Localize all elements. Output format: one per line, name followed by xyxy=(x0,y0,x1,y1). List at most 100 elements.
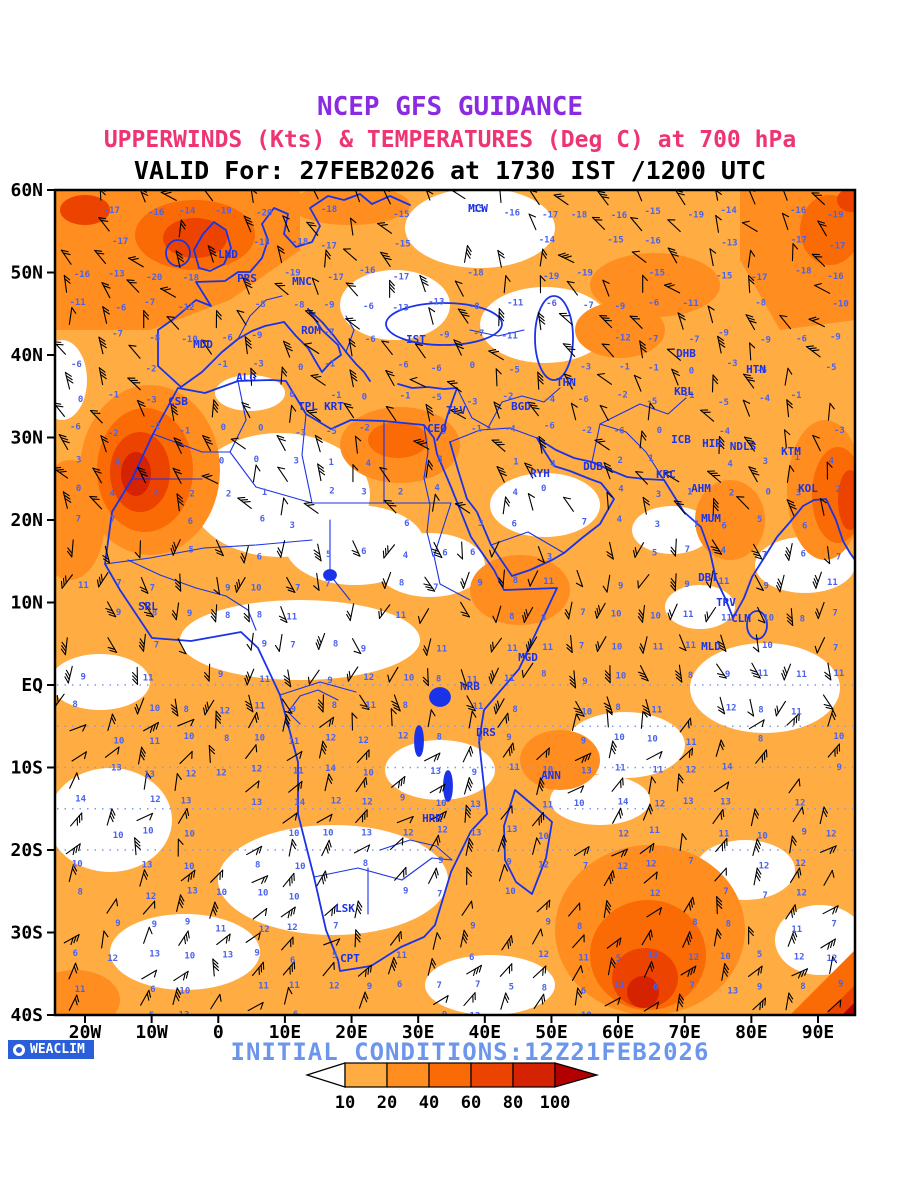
wind-barb xyxy=(102,306,110,324)
station-label: HTN xyxy=(746,363,766,376)
temp-value: 8 xyxy=(255,861,260,871)
temp-value: -8 xyxy=(469,302,480,312)
temp-value: 7 xyxy=(76,514,81,524)
wind-barb xyxy=(502,496,511,515)
temp-value: -16 xyxy=(790,206,806,216)
temp-value: 12 xyxy=(398,732,409,742)
temp-value: 8 xyxy=(726,920,731,930)
temp-value: 0 xyxy=(541,484,546,494)
wind-barb xyxy=(676,993,685,1012)
caspian-sea xyxy=(534,295,574,381)
temp-value: 9 xyxy=(684,580,689,590)
wind-barb xyxy=(68,864,78,882)
wind-barb xyxy=(380,251,392,267)
wind-barb xyxy=(749,342,756,361)
wind-barb xyxy=(643,1001,660,1012)
wind-barb xyxy=(303,342,320,355)
wind-barb xyxy=(208,744,216,764)
congo-river xyxy=(287,689,339,725)
wind-barb xyxy=(432,493,440,512)
wind-barb xyxy=(789,867,802,883)
temp-value: 13 xyxy=(361,828,372,838)
wind-barb xyxy=(214,539,224,557)
temp-value: 9 xyxy=(757,982,762,992)
wind-barb xyxy=(785,904,797,920)
wind-barb xyxy=(707,305,715,324)
wind-barb xyxy=(642,698,651,717)
wind-barb xyxy=(176,493,184,512)
legend-arrow-left xyxy=(305,1062,346,1088)
temp-value: -15 xyxy=(649,268,665,278)
wind-barb xyxy=(352,464,359,483)
temp-value: -6 xyxy=(363,302,374,312)
temp-value: -16 xyxy=(74,270,90,280)
temp-value: 4 xyxy=(550,459,556,469)
wind-barb xyxy=(178,219,186,238)
wind-barb xyxy=(454,280,464,297)
temp-value: -5 xyxy=(646,397,657,407)
temp-value: -5 xyxy=(509,366,520,376)
temp-value: -11 xyxy=(683,299,699,309)
temp-value: -7 xyxy=(648,334,659,344)
temp-value: 0 xyxy=(254,455,259,465)
temp-value: -11 xyxy=(502,332,518,342)
wind-barb xyxy=(419,274,429,293)
temp-value: 10 xyxy=(611,609,622,619)
wind-barb xyxy=(647,402,655,421)
wind-barb xyxy=(492,605,502,624)
wind-barb xyxy=(663,282,681,294)
wind-barb xyxy=(792,806,805,823)
temp-value: 9 xyxy=(506,733,511,743)
station-label: AHM xyxy=(691,482,711,495)
wind-barb xyxy=(134,540,142,559)
temp-value: 10 xyxy=(216,888,227,898)
temp-value: 6 xyxy=(361,547,366,557)
temp-value: -19 xyxy=(284,269,300,279)
temp-value: -17 xyxy=(321,241,337,251)
temp-value: 0 xyxy=(766,488,771,498)
wind-barb xyxy=(827,999,842,1013)
wind-barb xyxy=(170,403,179,421)
wind-barb xyxy=(276,434,286,451)
temp-value: 7 xyxy=(116,579,121,589)
lat-tick-label: 10S xyxy=(10,758,43,779)
wind-barb xyxy=(453,339,464,356)
temp-value: 4 xyxy=(115,458,121,468)
temp-value: 6 xyxy=(290,956,295,966)
temp-value: -1 xyxy=(331,391,342,401)
wind-barb xyxy=(180,869,196,882)
temp-value: 8 xyxy=(257,611,262,621)
axis-labels: 60N 50N 40N 30N 20N 10N EQ 10S 20S 30S 40S 20W 10W 0 1… xyxy=(10,180,834,1043)
temp-value: -1 xyxy=(324,359,335,369)
wind-barb xyxy=(642,274,648,293)
temp-value: 12 xyxy=(686,766,697,776)
wind-barb xyxy=(594,438,610,451)
temp-value: 10 xyxy=(323,829,334,839)
temp-value: 11 xyxy=(504,674,515,684)
italy-coast xyxy=(283,308,342,373)
wind-barb xyxy=(747,965,763,977)
temp-value: 9 xyxy=(400,793,405,803)
wind-barb xyxy=(345,282,359,297)
wind-barb xyxy=(646,907,662,918)
wind-barb xyxy=(597,190,610,206)
temp-value: -18 xyxy=(292,238,308,248)
wind-barb xyxy=(575,569,584,588)
temp-value: 7 xyxy=(832,609,837,619)
temp-value: -17 xyxy=(393,272,409,282)
wind-barb xyxy=(715,739,725,757)
wind-barb xyxy=(171,602,180,621)
wind-barb xyxy=(390,708,397,727)
station-label: MGD xyxy=(518,651,538,664)
wind-barb xyxy=(814,283,831,294)
temp-value: 9 xyxy=(291,705,296,715)
wind-barb xyxy=(283,987,293,1005)
wind-barb xyxy=(89,495,103,510)
wind-barb xyxy=(422,668,429,687)
wind-barb xyxy=(286,751,303,762)
temp-value: 14 xyxy=(722,762,733,772)
wind-barb xyxy=(748,719,765,730)
wind-barb xyxy=(752,634,760,653)
temp-value: 6 xyxy=(469,953,474,963)
temp-value: -1 xyxy=(648,364,659,374)
